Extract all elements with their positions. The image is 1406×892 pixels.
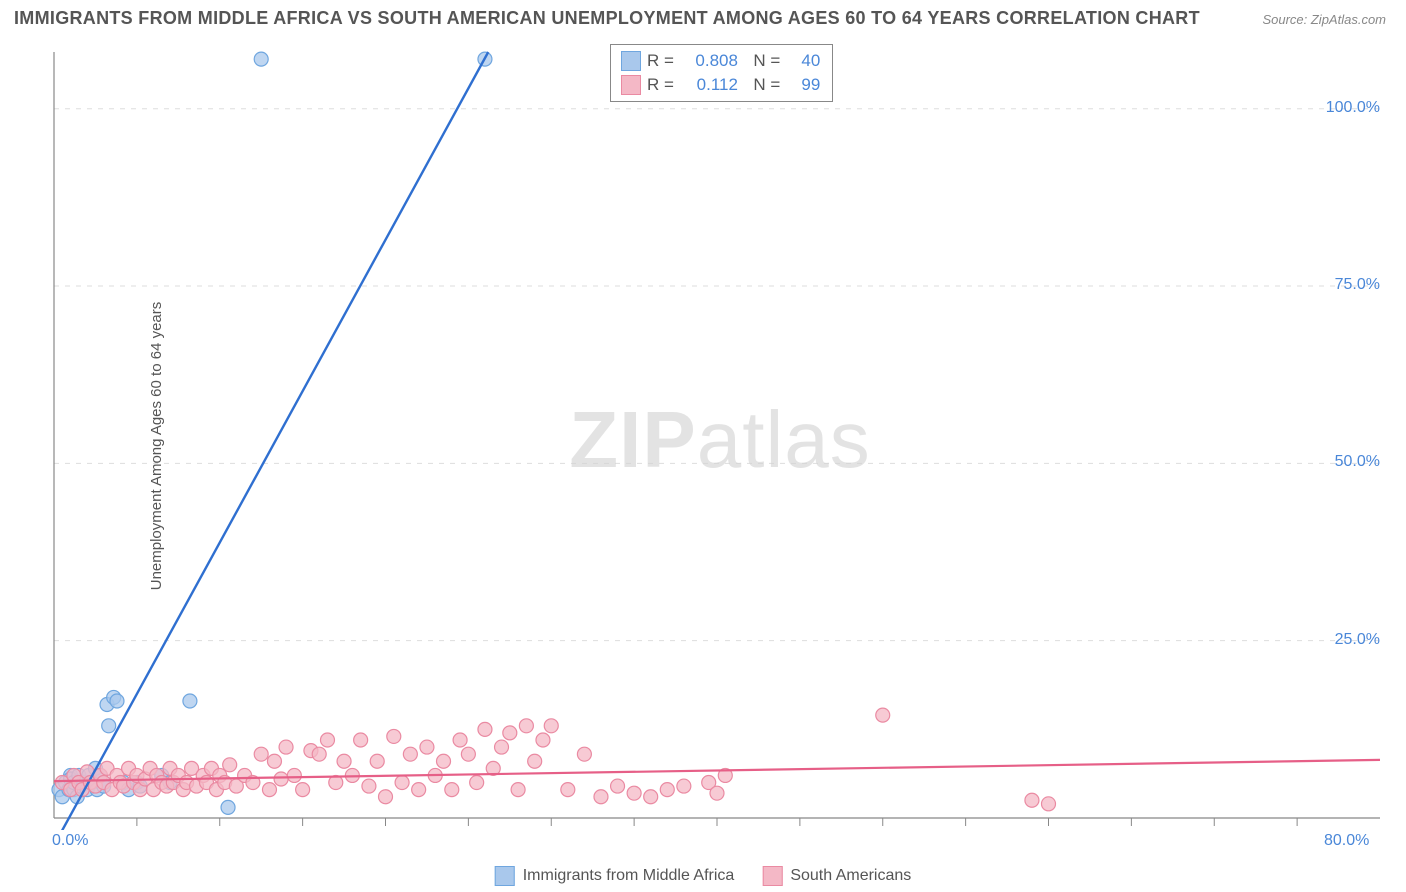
series-legend-item: Immigrants from Middle Africa [495, 866, 735, 886]
axis-tick-label: 50.0% [1335, 453, 1380, 471]
legend-row: R =0.808 N =40 [621, 49, 820, 73]
axis-tick-label: 25.0% [1335, 631, 1380, 649]
series-legend: Immigrants from Middle Africa South Ameri… [495, 866, 912, 886]
correlation-legend: R =0.808 N =40R =0.112 N =99 [610, 44, 833, 102]
legend-n-label: N = [744, 73, 780, 97]
legend-r-value: 0.808 [680, 49, 738, 73]
chart-title: IMMIGRANTS FROM MIDDLE AFRICA VS SOUTH A… [14, 8, 1200, 29]
axis-tick-label: 80.0% [1324, 832, 1369, 850]
series-legend-label: South Americans [790, 867, 911, 885]
y-axis-label: Unemployment Among Ages 60 to 64 years [148, 302, 165, 591]
legend-swatch [762, 866, 782, 886]
source-attribution: Source: ZipAtlas.com [1262, 12, 1386, 27]
plot-area: ZIPatlas R =0.808 N =40R =0.112 N =99 25… [50, 40, 1390, 840]
axis-tick-label: 0.0% [52, 832, 88, 850]
legend-swatch [495, 866, 515, 886]
legend-n-label: N = [744, 49, 780, 73]
legend-n-value: 99 [786, 73, 820, 97]
legend-row: R =0.112 N =99 [621, 73, 820, 97]
legend-r-value: 0.112 [680, 73, 738, 97]
series-legend-item: South Americans [762, 866, 911, 886]
axis-tick-label: 75.0% [1335, 276, 1380, 294]
scatter-chart-svg [50, 40, 1386, 830]
legend-r-label: R = [647, 49, 674, 73]
legend-swatch [621, 51, 641, 71]
series-legend-label: Immigrants from Middle Africa [523, 867, 735, 885]
legend-r-label: R = [647, 73, 674, 97]
legend-n-value: 40 [786, 49, 820, 73]
axis-tick-label: 100.0% [1326, 99, 1380, 117]
legend-swatch [621, 75, 641, 95]
